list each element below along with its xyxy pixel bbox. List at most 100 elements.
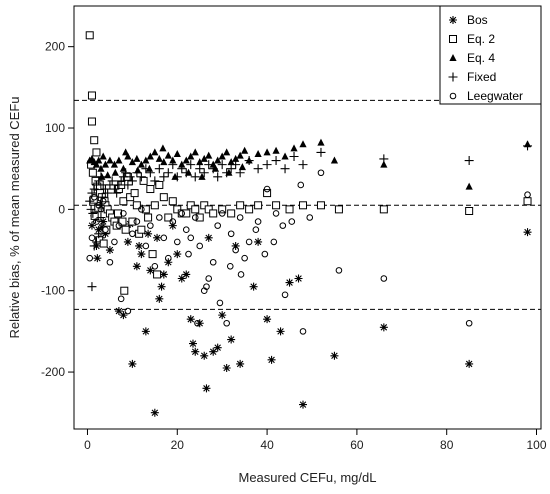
point-leegwater (272, 210, 280, 217)
point-eq-4 (122, 148, 130, 156)
point-bos (209, 347, 218, 356)
point-leegwater (111, 238, 118, 246)
x-tick-label-0: 0 (84, 438, 91, 452)
point-leegwater (173, 238, 181, 246)
point-eq-2 (204, 205, 213, 214)
point-eq-2 (121, 225, 130, 234)
point-bos (177, 274, 186, 283)
legend-box (439, 5, 542, 105)
point-fixed (96, 172, 106, 182)
point-eq-4 (214, 156, 222, 164)
y-tick-label--200: -200 (41, 365, 65, 379)
point-bos (330, 351, 339, 360)
point-leegwater (263, 185, 271, 193)
point-bos (119, 311, 128, 320)
point-leegwater (270, 238, 278, 246)
point-fixed (112, 188, 122, 198)
point-fixed (94, 229, 104, 239)
point-bos (186, 315, 195, 324)
point-eq-4 (272, 146, 280, 154)
point-bos (218, 311, 227, 320)
point-fixed (177, 164, 187, 174)
point-leegwater (115, 222, 123, 229)
point-bos (191, 347, 200, 356)
point-eq-4 (232, 154, 240, 162)
point-bos (128, 359, 137, 368)
point-bos (299, 400, 308, 409)
x-tick-label-60: 60 (350, 438, 364, 452)
point-eq-2 (164, 213, 173, 222)
point-fixed (103, 188, 113, 198)
point-leegwater (306, 214, 314, 221)
point-bos (101, 229, 110, 238)
point-fixed (222, 168, 232, 178)
point-fixed (89, 241, 99, 251)
point-eq-2 (218, 205, 227, 214)
point-bos (254, 237, 263, 246)
point-eq-2 (114, 209, 123, 218)
point-leegwater (317, 169, 325, 177)
point-eq-4 (133, 154, 141, 162)
point-leegwater (241, 254, 248, 262)
legend-marker-fixed (448, 72, 458, 82)
point-bos (294, 274, 303, 283)
point-eq-4 (99, 152, 107, 160)
point-eq-4 (227, 158, 235, 166)
point-fixed (132, 168, 142, 178)
point-fixed (195, 164, 205, 174)
point-bos (236, 359, 245, 368)
legend-label-eq-4: Eq. 4 (467, 51, 495, 65)
point-leegwater (227, 230, 235, 238)
point-leegwater (237, 271, 245, 278)
point-eq-4 (164, 151, 172, 159)
series-eq-4 (86, 138, 532, 190)
point-leegwater (223, 319, 230, 327)
point-leegwater (380, 275, 388, 282)
y-tick-label-0: 0 (58, 202, 65, 216)
point-eq-2 (186, 201, 195, 210)
point-eq-2 (272, 201, 281, 210)
point-leegwater (465, 319, 473, 327)
point-eq-2 (245, 205, 254, 214)
point-fixed (87, 282, 97, 292)
point-bos (105, 246, 114, 255)
point-eq-4 (173, 150, 181, 158)
point-fixed (464, 156, 474, 166)
x-tick-label-20: 20 (171, 438, 185, 452)
y-tick-label-200: 200 (45, 40, 65, 54)
point-eq-4 (101, 160, 110, 168)
point-fixed (168, 160, 178, 170)
point-fixed (100, 184, 110, 194)
point-fixed (181, 168, 191, 178)
point-fixed (125, 172, 135, 182)
point-bos (523, 228, 532, 237)
point-bos (202, 384, 211, 393)
point-leegwater (254, 218, 262, 225)
y-tick-label-100: 100 (45, 121, 65, 135)
point-eq-4 (205, 151, 213, 159)
point-eq-2 (130, 189, 139, 198)
point-bos (195, 319, 204, 328)
point-fixed (136, 172, 146, 182)
point-fixed (123, 180, 133, 190)
point-fixed (107, 176, 117, 186)
point-leegwater (245, 238, 253, 246)
point-eq-4 (223, 148, 231, 156)
point-fixed (244, 156, 254, 166)
point-leegwater (205, 275, 213, 282)
point-fixed (97, 192, 107, 202)
point-leegwater (297, 181, 305, 189)
point-eq-2 (379, 205, 388, 214)
point-fixed (88, 208, 98, 218)
point-leegwater (279, 222, 287, 229)
point-bos (249, 282, 258, 291)
point-bos (93, 254, 102, 263)
point-eq-4 (110, 160, 119, 168)
point-leegwater (160, 234, 168, 242)
point-fixed (204, 160, 214, 170)
point-eq-4 (142, 156, 150, 164)
point-fixed (186, 160, 196, 170)
point-bos (465, 359, 474, 368)
